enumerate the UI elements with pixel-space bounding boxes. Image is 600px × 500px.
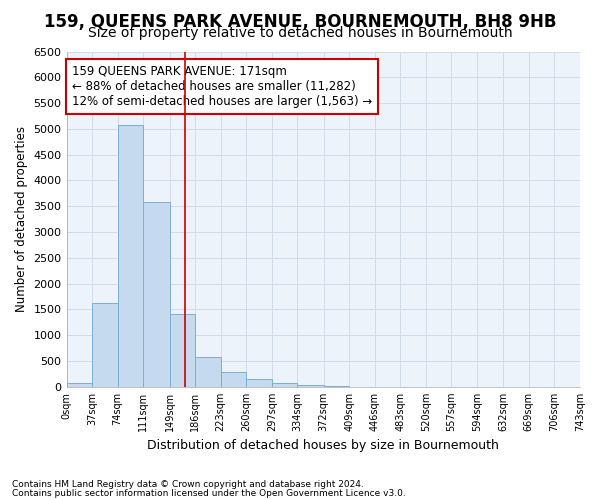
Y-axis label: Number of detached properties: Number of detached properties xyxy=(15,126,28,312)
Bar xyxy=(67,383,92,387)
Text: Size of property relative to detached houses in Bournemouth: Size of property relative to detached ho… xyxy=(88,26,512,40)
Text: 159, QUEENS PARK AVENUE, BOURNEMOUTH, BH8 9HB: 159, QUEENS PARK AVENUE, BOURNEMOUTH, BH… xyxy=(44,12,556,30)
Bar xyxy=(143,202,170,387)
Bar xyxy=(272,382,298,387)
Bar xyxy=(323,386,349,387)
Text: Contains HM Land Registry data © Crown copyright and database right 2024.: Contains HM Land Registry data © Crown c… xyxy=(12,480,364,489)
Bar xyxy=(221,372,246,387)
Bar xyxy=(195,357,221,387)
Bar xyxy=(298,384,323,387)
Text: Contains public sector information licensed under the Open Government Licence v3: Contains public sector information licen… xyxy=(12,488,406,498)
Bar xyxy=(118,125,143,387)
Bar xyxy=(92,302,118,387)
Text: 159 QUEENS PARK AVENUE: 171sqm
← 88% of detached houses are smaller (11,282)
12%: 159 QUEENS PARK AVENUE: 171sqm ← 88% of … xyxy=(71,65,372,108)
Bar xyxy=(246,380,272,387)
X-axis label: Distribution of detached houses by size in Bournemouth: Distribution of detached houses by size … xyxy=(148,440,499,452)
Bar xyxy=(170,314,195,387)
